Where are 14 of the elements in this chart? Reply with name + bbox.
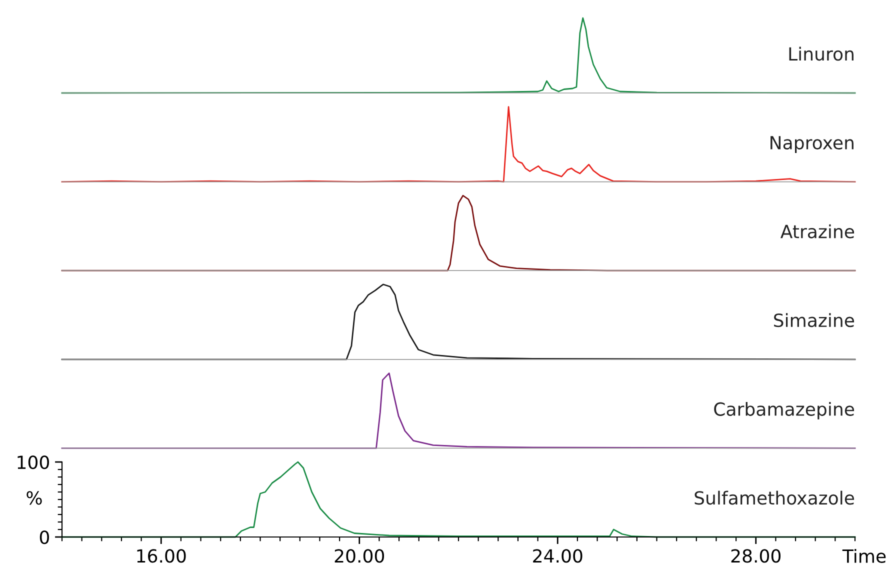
x-tick-label: 20.00 [334,549,384,563]
x-axis-title: Time [842,549,886,563]
series-label: Simazine [774,313,854,328]
y-tick-label: 100 [18,455,49,470]
series-label: Naproxen [770,136,854,154]
series-label: Sulfamethoxazole [694,490,854,505]
series-label: Carbamazepine [714,402,854,420]
y-axis-title: % [26,491,42,505]
y-tick-label: 0 [40,530,49,544]
x-tick-label: 24.00 [533,549,582,563]
series-label: Linuron [789,46,854,61]
x-tick-label: 16.00 [137,549,186,563]
series-label: Atrazine [780,224,854,238]
x-tick-label: 28.00 [731,549,781,563]
